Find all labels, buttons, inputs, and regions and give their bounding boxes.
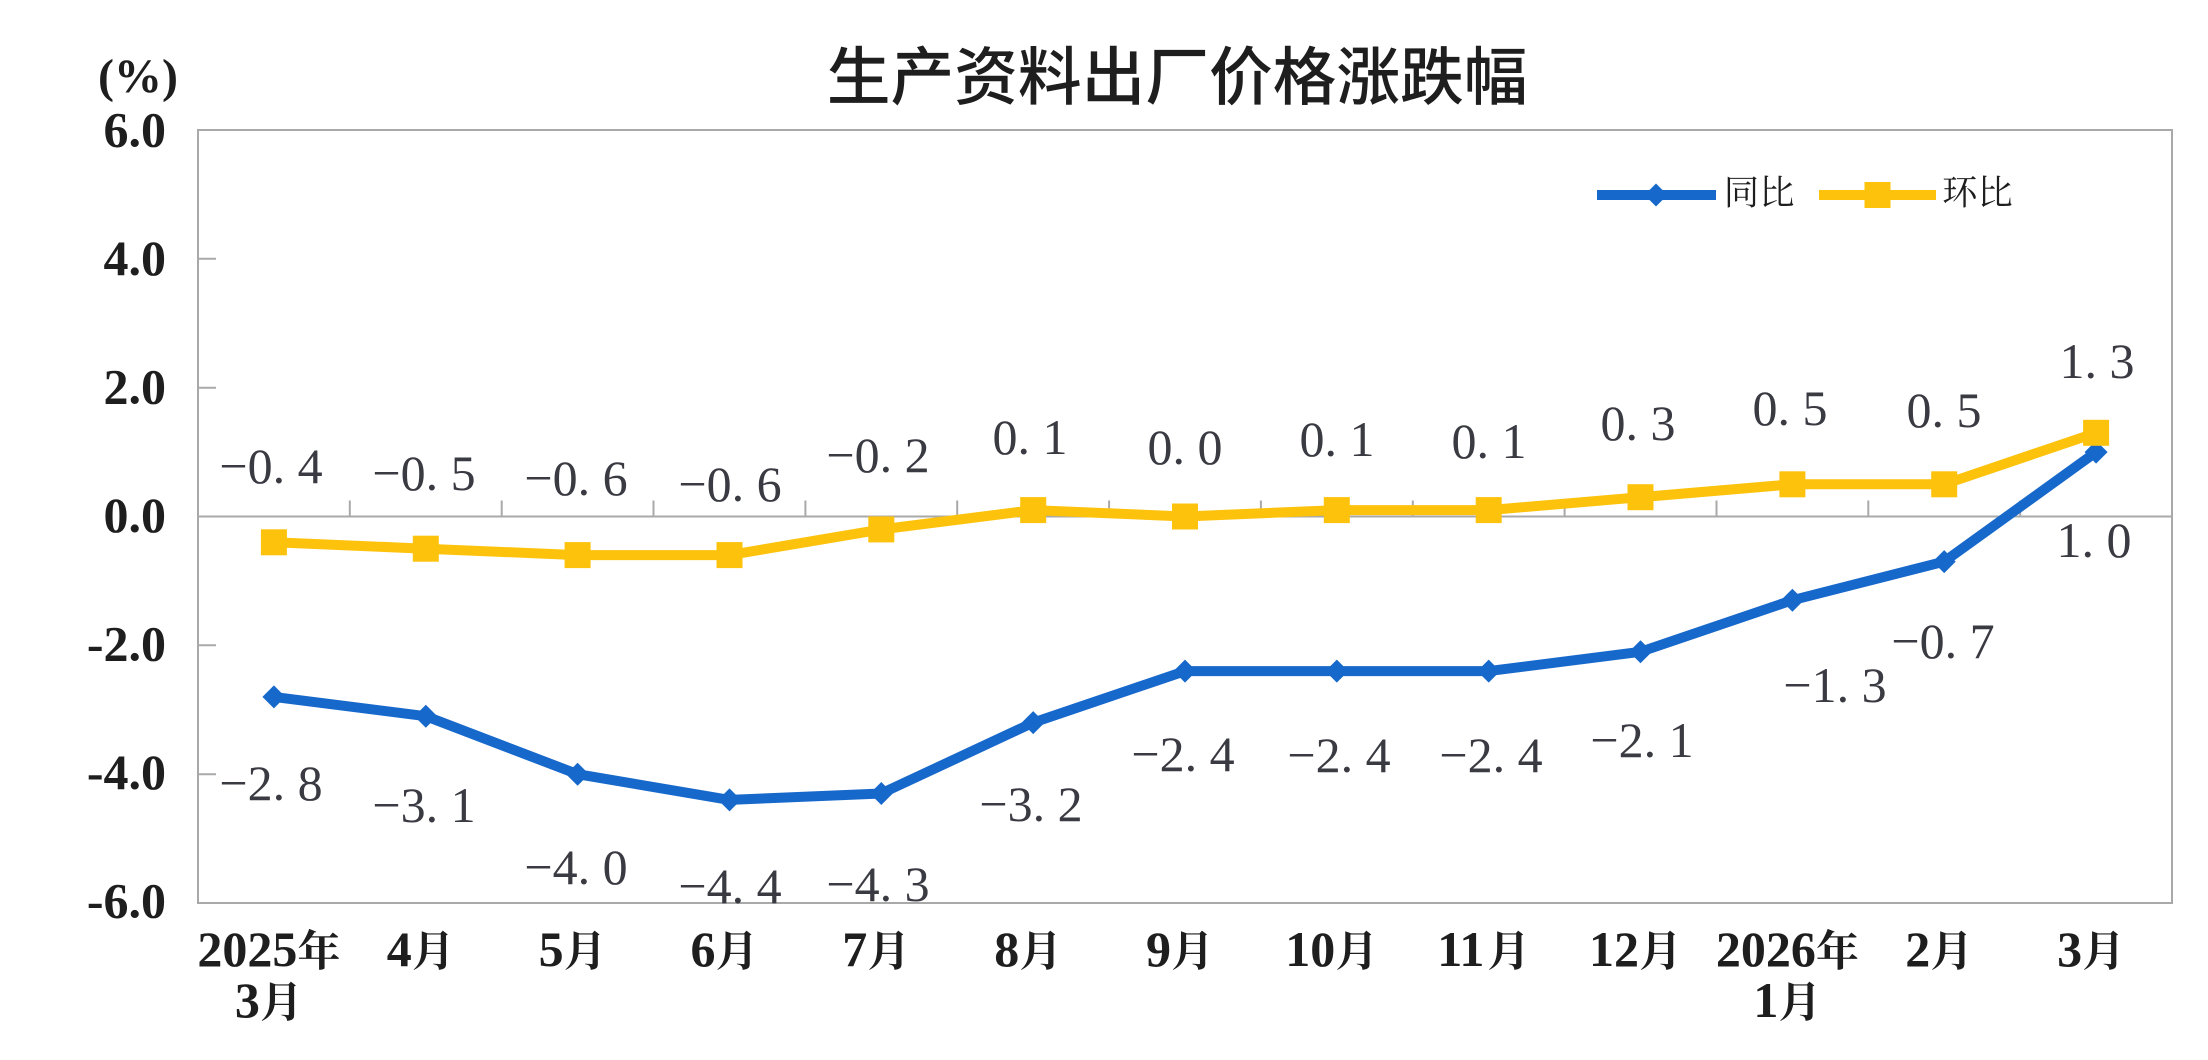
svg-text:4: 4 [387,921,412,977]
svg-text:-4.0: -4.0 [87,744,166,800]
svg-text:−3. 2: −3. 2 [979,776,1082,832]
svg-text:−1. 3: −1. 3 [1783,657,1886,713]
svg-text:−4. 3: −4. 3 [826,856,929,912]
svg-text:2026: 2026 [1716,921,1816,977]
svg-text:4.0: 4.0 [104,230,167,286]
svg-text:−0. 7: −0. 7 [1891,613,1994,669]
svg-text:0. 5: 0. 5 [1907,382,1982,438]
svg-text:6.0: 6.0 [104,102,167,158]
svg-text:11: 11 [1437,921,1484,977]
svg-text:−2. 4: −2. 4 [1287,727,1390,783]
svg-text:0. 1: 0. 1 [993,409,1068,465]
svg-text:−0. 6: −0. 6 [678,456,781,512]
svg-text:0. 5: 0. 5 [1753,380,1828,436]
svg-text:6: 6 [691,921,716,977]
svg-text:2025: 2025 [197,921,297,977]
svg-text:−2. 4: −2. 4 [1439,727,1542,783]
svg-text:9: 9 [1146,921,1171,977]
svg-text:1. 0: 1. 0 [2057,512,2132,568]
svg-text:−0. 2: −0. 2 [826,427,929,483]
svg-text:−0. 6: −0. 6 [524,450,627,506]
svg-text:−0. 5: −0. 5 [372,445,475,501]
svg-text:−4. 4: −4. 4 [678,858,781,914]
svg-text:−2. 8: −2. 8 [219,755,322,811]
svg-text:1. 3: 1. 3 [2060,333,2135,389]
svg-text:12: 12 [1589,921,1639,977]
svg-text:0. 1: 0. 1 [1452,413,1527,469]
svg-text:-6.0: -6.0 [87,873,166,929]
svg-text:0.0: 0.0 [104,487,167,543]
svg-text:(%): (%) [98,50,178,103]
svg-text:10: 10 [1285,921,1335,977]
svg-text:−4. 0: −4. 0 [524,839,627,895]
svg-text:5: 5 [539,921,564,977]
svg-text:−2. 1: −2. 1 [1590,712,1693,768]
svg-text:2.0: 2.0 [104,359,167,415]
svg-text:0. 0: 0. 0 [1148,419,1223,475]
svg-text:7: 7 [842,921,867,977]
svg-text:0. 3: 0. 3 [1601,395,1676,451]
svg-text:0. 1: 0. 1 [1300,411,1375,467]
svg-text:2: 2 [1905,921,1930,977]
svg-text:-2.0: -2.0 [87,616,166,672]
svg-text:−2. 4: −2. 4 [1131,726,1234,782]
svg-text:3: 3 [2057,921,2082,977]
svg-text:3: 3 [235,972,260,1028]
svg-text:8: 8 [994,921,1019,977]
svg-text:1: 1 [1753,972,1778,1028]
svg-text:−3. 1: −3. 1 [372,777,475,833]
svg-text:−0. 4: −0. 4 [219,438,322,494]
